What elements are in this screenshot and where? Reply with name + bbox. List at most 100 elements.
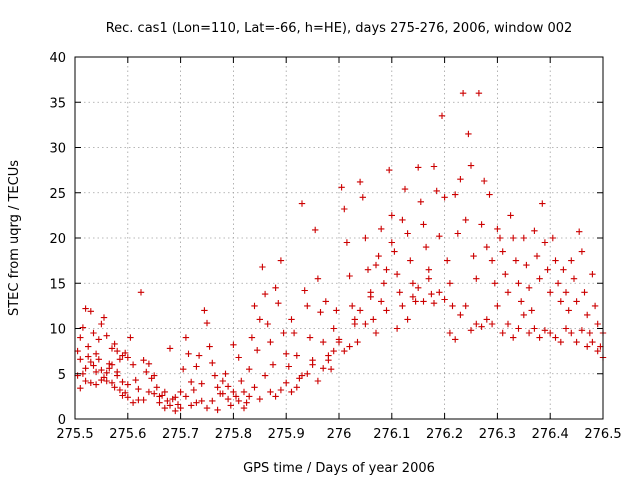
data-point [214,384,221,391]
data-point [222,370,229,377]
data-point [367,289,374,296]
data-point [283,379,290,386]
data-point [536,334,543,341]
data-point [85,353,92,360]
y-tick-labels: 0 5 10 15 20 25 30 35 40 [49,51,66,428]
data-point [145,360,153,367]
data-point [103,369,110,376]
data-point [499,329,506,337]
data-point [119,392,126,399]
data-point [504,289,512,296]
data-point [544,266,551,273]
data-point [182,334,190,341]
data-point [354,338,361,346]
chart-title: Rec. cas1 (Lon=110, Lat=-66, h=HE), days… [106,21,573,36]
data-point [475,90,483,97]
data-point [314,377,322,385]
data-point [444,257,451,264]
data-point [578,327,586,334]
data-point [87,379,94,386]
data-point [85,343,92,350]
data-point [95,336,102,343]
data-point [106,365,113,372]
data-point [293,352,300,359]
data-point [420,298,427,305]
data-point [470,252,477,260]
data-point [327,366,335,373]
data-point [494,225,501,233]
data-point [430,300,438,307]
data-point [330,325,337,332]
data-point [333,307,340,314]
data-point [504,320,512,328]
data-point [195,352,203,359]
data-point [288,388,295,396]
data-point [531,227,538,234]
data-point [552,334,559,341]
data-point [573,298,580,305]
data-point [174,401,182,408]
data-point [114,368,121,376]
data-point [507,212,514,219]
data-point [393,271,401,278]
data-point [119,352,126,359]
data-point [547,289,554,296]
data-point [420,221,427,228]
y-tick-label: 0 [58,413,66,428]
data-point [486,191,493,198]
data-point [483,243,490,251]
data-point [209,359,216,367]
data-point [483,316,490,323]
data-point [143,368,150,376]
data-point [488,320,496,328]
axis-ticks [74,56,604,420]
data-point [467,327,475,334]
data-point [520,234,527,242]
data-point [473,275,480,282]
data-point [399,302,406,310]
data-point [320,365,327,372]
data-point [238,377,245,385]
data-point [380,280,388,287]
data-point [108,345,116,352]
data-point [116,356,124,363]
x-tick-label: 276.4 [532,427,569,442]
data-point [560,266,567,273]
data-point [98,366,105,374]
data-point [92,368,100,376]
data-point [584,343,591,350]
data-point [510,234,517,242]
data-point [364,266,372,273]
data-point [541,327,549,334]
data-point [399,216,406,224]
data-point [525,329,533,337]
data-point [552,257,559,264]
data-point [298,372,306,379]
y-tick-label: 30 [49,142,66,157]
y-tick-label: 25 [49,187,66,202]
data-point [132,376,139,384]
data-point [438,112,446,119]
data-point [140,396,147,404]
data-point [193,363,200,370]
data-point [452,191,459,198]
data-point [219,377,226,385]
data-point [541,239,549,246]
x-tick-label: 275.5 [56,427,93,442]
data-point [156,399,163,406]
data-point [481,177,488,185]
data-point [581,289,588,296]
data-point [515,325,522,332]
data-point [533,252,541,260]
data-point [441,296,448,303]
data-point [261,372,269,379]
data-point [277,257,285,264]
data-point [256,316,263,323]
data-point [404,230,411,237]
data-point [280,329,287,337]
data-point [539,200,546,207]
data-point [428,290,435,298]
data-point [465,130,472,138]
data-point [341,205,348,213]
